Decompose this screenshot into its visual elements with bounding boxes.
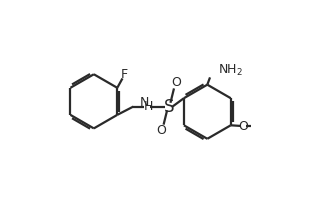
Text: N: N xyxy=(140,96,149,109)
Text: O: O xyxy=(157,124,166,137)
Text: S: S xyxy=(163,97,174,116)
Text: O: O xyxy=(171,76,181,89)
Text: F: F xyxy=(121,68,128,81)
Text: NH$_2$: NH$_2$ xyxy=(218,62,243,78)
Text: O: O xyxy=(238,120,248,133)
Text: H: H xyxy=(143,100,153,113)
